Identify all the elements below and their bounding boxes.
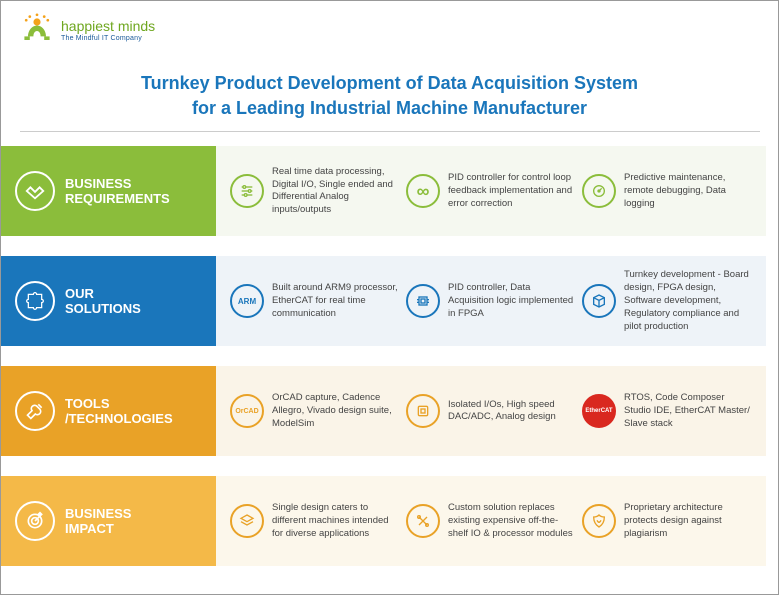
item: EtherCAT RTOS, Code Composer Studio IDE,… (582, 392, 758, 430)
section-content: OrCAD OrCAD capture, Cadence Allegro, Vi… (216, 366, 766, 456)
section-our-solutions: OUR SOLUTIONS ARM Built around ARM9 proc… (1, 256, 766, 346)
section-heading-2: SOLUTIONS (65, 301, 141, 317)
section-heading-1: OUR (65, 286, 141, 302)
section-label: BUSINESS REQUIREMENTS (1, 146, 216, 236)
item-text: Isolated I/Os, High speed DAC/ADC, Analo… (448, 399, 576, 425)
section-content: ARM Built around ARM9 processor, EtherCA… (216, 256, 766, 346)
section-label: TOOLS /TECHNOLOGIES (1, 366, 216, 456)
item: Proprietary architecture protects design… (582, 502, 758, 540)
item-text: Predictive maintenance, remote debugging… (624, 172, 752, 210)
layers-icon (230, 504, 264, 538)
handshake-icon (15, 171, 55, 211)
item: Isolated I/Os, High speed DAC/ADC, Analo… (406, 394, 582, 428)
shield-icon (582, 504, 616, 538)
item: OrCAD OrCAD capture, Cadence Allegro, Vi… (230, 392, 406, 430)
title-divider (20, 131, 760, 132)
item: Single design caters to different machin… (230, 502, 406, 540)
brand-tagline: The Mindful IT Company (61, 35, 155, 43)
item: ∞ PID controller for control loop feedba… (406, 172, 582, 210)
item: Custom solution replaces existing expens… (406, 502, 582, 540)
item: Turnkey development - Board design, FPGA… (582, 269, 758, 333)
section-label: BUSINESS IMPACT (1, 476, 216, 566)
item-text: Real time data processing, Digital I/O, … (272, 166, 400, 217)
ethercat-icon: EtherCAT (582, 394, 616, 428)
section-heading-2: IMPACT (65, 521, 131, 537)
item-text: RTOS, Code Composer Studio IDE, EtherCAT… (624, 392, 752, 430)
item: ARM Built around ARM9 processor, EtherCA… (230, 282, 406, 320)
section-business-impact: BUSINESS IMPACT Single design caters to … (1, 476, 766, 566)
title-line-1: Turnkey Product Development of Data Acqu… (1, 71, 778, 96)
item-text: Turnkey development - Board design, FPGA… (624, 269, 752, 333)
item-text: PID controller, Data Acquisition logic i… (448, 282, 576, 320)
orcad-icon: OrCAD (230, 394, 264, 428)
item-text: Single design caters to different machin… (272, 502, 400, 540)
item-text: Proprietary architecture protects design… (624, 502, 752, 540)
wrench-icon (15, 391, 55, 431)
tools-icon (406, 504, 440, 538)
section-heading-1: BUSINESS (65, 506, 131, 522)
arm-icon: ARM (230, 284, 264, 318)
item: Real time data processing, Digital I/O, … (230, 166, 406, 217)
page-title: Turnkey Product Development of Data Acqu… (1, 71, 778, 121)
chip-icon (406, 284, 440, 318)
brand-name-2: minds (118, 18, 155, 34)
item-text: PID controller for control loop feedback… (448, 172, 576, 210)
gauge-icon (582, 174, 616, 208)
section-heading-2: REQUIREMENTS (65, 191, 170, 207)
target-icon (15, 501, 55, 541)
sliders-icon (230, 174, 264, 208)
section-content: Real time data processing, Digital I/O, … (216, 146, 766, 236)
sections-container: BUSINESS REQUIREMENTS Real time data pro… (1, 146, 778, 566)
item: Predictive maintenance, remote debugging… (582, 172, 758, 210)
box-icon (582, 284, 616, 318)
section-heading-1: BUSINESS (65, 176, 170, 192)
section-label: OUR SOLUTIONS (1, 256, 216, 346)
section-tools-technologies: TOOLS /TECHNOLOGIES OrCAD OrCAD capture,… (1, 366, 766, 456)
puzzle-icon (15, 281, 55, 321)
item-text: Built around ARM9 processor, EtherCAT fo… (272, 282, 400, 320)
section-content: Single design caters to different machin… (216, 476, 766, 566)
io-icon (406, 394, 440, 428)
brand-name-1: happiest (61, 18, 114, 34)
section-business-requirements: BUSINESS REQUIREMENTS Real time data pro… (1, 146, 766, 236)
section-heading-1: TOOLS (65, 396, 173, 412)
brand-logo: happiest minds The Mindful IT Company (19, 13, 155, 49)
title-line-2: for a Leading Industrial Machine Manufac… (1, 96, 778, 121)
item: PID controller, Data Acquisition logic i… (406, 282, 582, 320)
logo-mark-icon (19, 13, 55, 49)
section-heading-2: /TECHNOLOGIES (65, 411, 173, 427)
infinity-icon: ∞ (406, 174, 440, 208)
item-text: OrCAD capture, Cadence Allegro, Vivado d… (272, 392, 400, 430)
item-text: Custom solution replaces existing expens… (448, 502, 576, 540)
